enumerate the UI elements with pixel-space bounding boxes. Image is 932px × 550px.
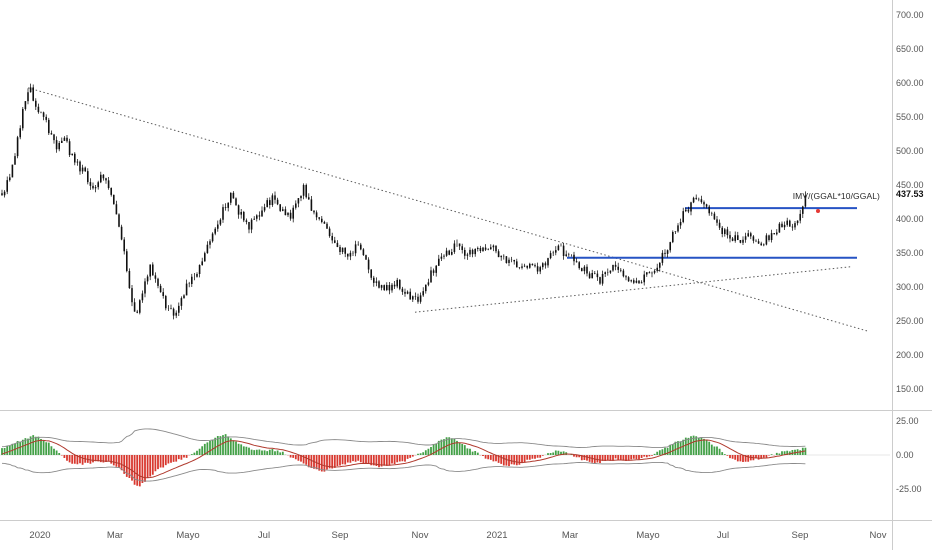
svg-text:550.00: 550.00 xyxy=(896,112,924,122)
oscillator-lower-band xyxy=(1,461,806,482)
svg-text:250.00: 250.00 xyxy=(896,316,924,326)
oscillator-upper-band xyxy=(1,428,806,449)
price-axis[interactable]: 700.00 650.00 600.00 550.00 500.00 450.00 400.… xyxy=(896,10,924,394)
svg-text:Nov: Nov xyxy=(412,530,429,541)
svg-text:Nov: Nov xyxy=(870,530,887,541)
svg-text:200.00: 200.00 xyxy=(896,350,924,360)
last-price-axis-label: 437.53 xyxy=(896,189,924,199)
svg-text:Sep: Sep xyxy=(792,530,809,541)
price-marker-dot xyxy=(816,209,820,213)
svg-text:Jul: Jul xyxy=(717,530,729,541)
svg-text:-25.00: -25.00 xyxy=(896,484,922,494)
trendline-ascending-support[interactable] xyxy=(414,266,853,313)
series-label: IMV/(GGAL*10/GGAL) xyxy=(792,191,880,201)
svg-text:350.00: 350.00 xyxy=(896,248,924,258)
trendline-descending-resistance[interactable] xyxy=(27,87,869,332)
svg-text:Sep: Sep xyxy=(332,530,349,541)
svg-text:650.00: 650.00 xyxy=(896,44,924,54)
svg-text:Jul: Jul xyxy=(258,530,270,541)
svg-text:2021: 2021 xyxy=(486,530,507,541)
oscillator-signal-line xyxy=(1,439,806,479)
svg-text:Mayo: Mayo xyxy=(176,530,199,541)
candlestick-series xyxy=(1,83,807,320)
svg-text:2020: 2020 xyxy=(29,530,50,541)
svg-text:25.00: 25.00 xyxy=(896,416,919,426)
svg-text:150.00: 150.00 xyxy=(896,384,924,394)
oscillator-pane xyxy=(0,428,890,487)
oscillator-histogram-negative xyxy=(60,455,776,487)
svg-text:300.00: 300.00 xyxy=(896,282,924,292)
svg-text:450.00: 450.00 xyxy=(896,180,924,190)
svg-text:0.00: 0.00 xyxy=(896,450,914,460)
svg-text:Mar: Mar xyxy=(107,530,123,541)
svg-text:500.00: 500.00 xyxy=(896,146,924,156)
svg-text:Mayo: Mayo xyxy=(636,530,659,541)
oscillator-axis[interactable]: 25.00 0.00 -25.00 xyxy=(896,416,922,494)
svg-text:400.00: 400.00 xyxy=(896,214,924,224)
time-axis[interactable]: 2020 Mar Mayo Jul Sep Nov 2021 Mar Mayo Jul Sep Nov xyxy=(29,530,886,541)
svg-text:Mar: Mar xyxy=(562,530,578,541)
oscillator-histogram-positive xyxy=(1,434,807,455)
svg-text:600.00: 600.00 xyxy=(896,78,924,88)
svg-text:700.00: 700.00 xyxy=(896,10,924,20)
